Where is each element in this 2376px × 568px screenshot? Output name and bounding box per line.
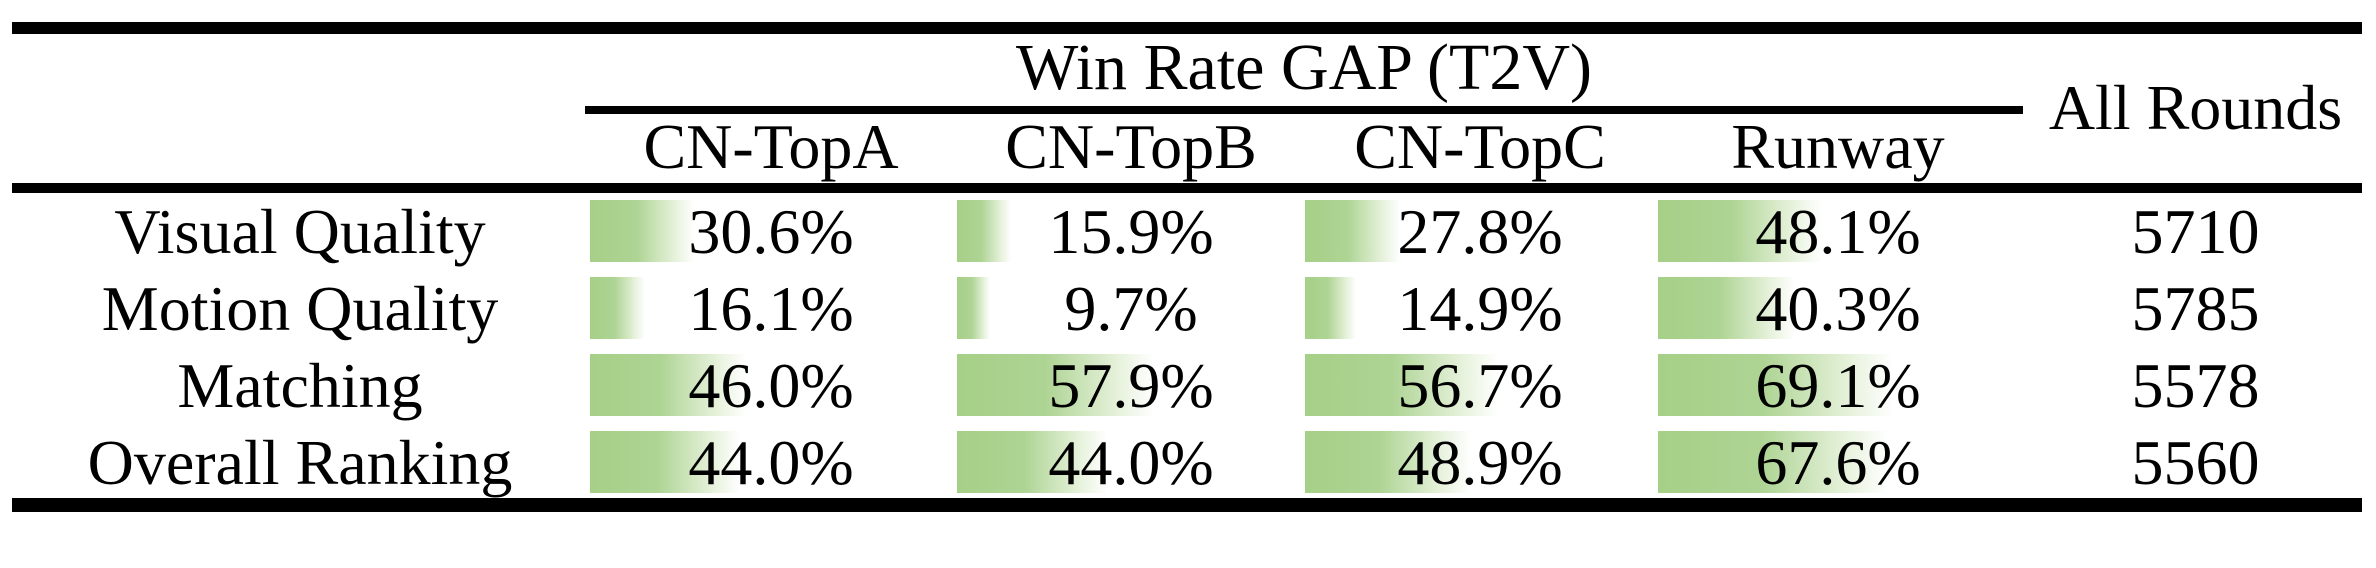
winrate-cell: 67.6% xyxy=(1658,424,2018,501)
winrate-value: 46.0% xyxy=(688,349,854,421)
header-body-rule xyxy=(12,183,2362,193)
winrate-value: 57.9% xyxy=(1048,349,1214,421)
winrate-value: 15.9% xyxy=(1048,195,1214,267)
winrate-value: 44.0% xyxy=(1048,426,1214,498)
winrate-bar xyxy=(1305,200,1400,262)
table-row: Motion Quality 16.1% 9.7% 14.9% 40.3% 57… xyxy=(0,270,2376,347)
row-label: Matching xyxy=(177,349,423,421)
winrate-bar xyxy=(590,354,747,416)
all-rounds-value: 5578 xyxy=(2131,349,2260,421)
winrate-value: 48.9% xyxy=(1397,426,1563,498)
all-rounds-cell: 5710 xyxy=(2023,193,2368,270)
winrate-cell: 56.7% xyxy=(1305,347,1655,424)
row-label: Overall Ranking xyxy=(87,426,513,498)
row-label: Visual Quality xyxy=(114,195,486,267)
winrate-value: 30.6% xyxy=(688,195,854,267)
winrate-value: 69.1% xyxy=(1755,349,1921,421)
bottom-rule xyxy=(12,498,2362,512)
winrate-cell: 48.9% xyxy=(1305,424,1655,501)
table-row: Matching 46.0% 57.9% 56.7% 69.1% 5578 xyxy=(0,347,2376,424)
winrate-value: 16.1% xyxy=(688,272,854,344)
winrate-bar xyxy=(1305,354,1498,416)
all-rounds-cell: 5785 xyxy=(2023,270,2368,347)
table-row: Overall Ranking 44.0% 44.0% 48.9% 67.6% … xyxy=(0,424,2376,501)
winrate-cell: 57.9% xyxy=(957,347,1305,424)
all-rounds-value: 5785 xyxy=(2131,272,2260,344)
winrate-bar xyxy=(1658,431,1888,493)
winrate-bar xyxy=(590,200,695,262)
winrate-cell: 27.8% xyxy=(1305,193,1655,270)
winrate-value: 9.7% xyxy=(1064,272,1198,344)
winrate-cell: 40.3% xyxy=(1658,270,2018,347)
winrate-cell: 46.0% xyxy=(590,347,952,424)
all-rounds-value: 5710 xyxy=(2131,195,2260,267)
winrate-cell: 48.1% xyxy=(1658,193,2018,270)
winrate-bar xyxy=(590,431,740,493)
winrate-bar xyxy=(957,354,1154,416)
winrate-bar xyxy=(957,200,1012,262)
winrate-value: 27.8% xyxy=(1397,195,1563,267)
all-rounds-value: 5560 xyxy=(2131,426,2260,498)
winrate-cell: 9.7% xyxy=(957,270,1305,347)
winrate-bar xyxy=(1305,431,1472,493)
group-title: Win Rate GAP (T2V) xyxy=(1016,31,1592,104)
column-header-cn-topa: CN-TopA xyxy=(643,110,899,182)
top-rule xyxy=(12,22,2362,34)
all-rounds-cell: 5578 xyxy=(2023,347,2368,424)
winrate-bar xyxy=(590,277,645,339)
winrate-bar xyxy=(1305,277,1356,339)
all-rounds-cell: 5560 xyxy=(2023,424,2368,501)
column-header-cn-topb: CN-TopB xyxy=(1005,110,1257,182)
winrate-bar xyxy=(957,431,1107,493)
winrate-value: 56.7% xyxy=(1397,349,1563,421)
winrate-cell: 69.1% xyxy=(1658,347,2018,424)
winrate-cell: 14.9% xyxy=(1305,270,1655,347)
group-header-rule xyxy=(585,106,2023,114)
winrate-cell: 15.9% xyxy=(957,193,1305,270)
winrate-value: 40.3% xyxy=(1755,272,1921,344)
winrate-cell: 44.0% xyxy=(957,424,1305,501)
column-header-runway: Runway xyxy=(1731,110,1945,182)
row-label: Motion Quality xyxy=(101,272,499,344)
winrate-value: 48.1% xyxy=(1755,195,1921,267)
winrate-cell: 44.0% xyxy=(590,424,952,501)
winrate-value: 14.9% xyxy=(1397,272,1563,344)
column-header-all-rounds: All Rounds xyxy=(2048,72,2343,143)
winrate-value: 67.6% xyxy=(1755,426,1921,498)
winrate-bar xyxy=(1658,354,1893,416)
winrate-cell: 30.6% xyxy=(590,193,952,270)
winrate-cell: 16.1% xyxy=(590,270,952,347)
winrate-bar xyxy=(1658,277,1796,339)
table-row: Visual Quality 30.6% 15.9% 27.8% 48.1% 5… xyxy=(0,193,2376,270)
winrate-bar xyxy=(957,277,990,339)
column-header-cn-topc: CN-TopC xyxy=(1354,110,1606,182)
winrate-bar xyxy=(1658,200,1822,262)
winrate-value: 44.0% xyxy=(688,426,854,498)
